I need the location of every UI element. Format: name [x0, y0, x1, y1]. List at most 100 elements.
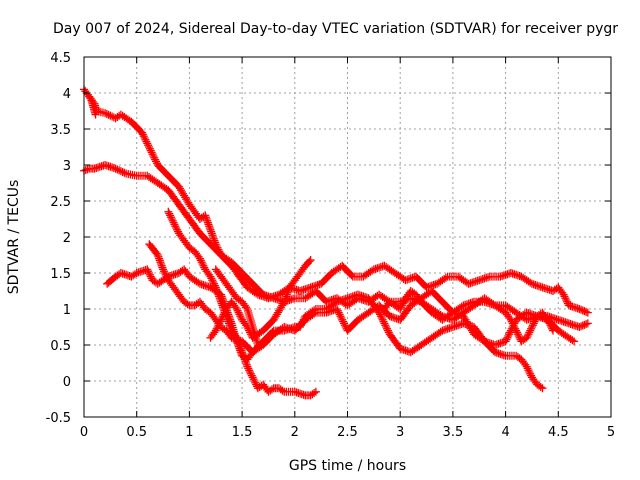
data-point: [215, 292, 224, 301]
data-point: [283, 288, 292, 297]
x-tick-label: 1: [185, 425, 193, 440]
data-point: [582, 307, 591, 316]
data-point: [310, 306, 319, 315]
data-point: [305, 257, 314, 266]
data-point: [246, 369, 255, 378]
data-point: [338, 315, 347, 324]
data-point: [582, 320, 591, 329]
x-tick-label: 0: [80, 425, 88, 440]
data-point: [210, 236, 219, 245]
data-point: [509, 321, 518, 330]
grid-layer: [83, 56, 612, 418]
data-point: [523, 332, 532, 340]
data-point: [528, 321, 537, 330]
data-point: [207, 274, 216, 283]
data-point: [157, 261, 166, 270]
data-point: [226, 323, 235, 331]
data-point: [310, 389, 319, 397]
data-point: [306, 256, 315, 265]
data-point: [331, 299, 340, 307]
data-point: [170, 220, 179, 229]
data-point: [104, 110, 113, 119]
data-point: [457, 302, 466, 311]
data-point: [339, 317, 348, 326]
data-point: [208, 231, 217, 240]
data-point: [284, 285, 293, 294]
data-point: [296, 321, 305, 330]
data-point: [206, 272, 215, 281]
marker-layer: [80, 85, 592, 400]
data-point: [239, 351, 248, 360]
y-tick-label: 3: [63, 159, 71, 174]
data-point: [549, 326, 558, 335]
data-point: [378, 315, 387, 324]
data-point: [376, 312, 385, 321]
data-point: [217, 314, 226, 322]
data-point: [138, 130, 147, 139]
data-point: [156, 258, 165, 267]
data-point: [280, 296, 289, 304]
data-point: [397, 301, 406, 310]
data-point: [209, 233, 218, 241]
series-track-2: [80, 161, 592, 331]
data-point: [505, 330, 514, 339]
x-tick-label: 2.5: [337, 425, 358, 440]
data-point: [157, 260, 166, 268]
x-tick-label: 3: [396, 425, 404, 440]
data-point: [155, 256, 164, 265]
data-point: [503, 333, 512, 342]
data-point: [232, 305, 241, 313]
data-point: [213, 288, 222, 297]
data-point: [213, 323, 222, 331]
data-point: [145, 144, 154, 153]
data-point: [194, 278, 203, 287]
data-point: [242, 359, 251, 367]
data-point: [280, 297, 289, 306]
y-axis-title: SDTVAR / TECUs: [6, 180, 22, 295]
data-point: [242, 303, 251, 312]
data-point: [91, 110, 100, 119]
data-point: [505, 328, 514, 337]
data-point: [201, 211, 210, 220]
data-point: [297, 319, 306, 328]
data-point: [523, 364, 532, 373]
data-point: [217, 315, 226, 324]
data-point: [198, 260, 207, 268]
data-point: [145, 270, 154, 279]
data-point: [81, 166, 90, 175]
data-point: [244, 364, 253, 373]
data-point: [217, 297, 226, 306]
data-point: [568, 336, 577, 345]
data-point: [525, 328, 534, 337]
data-point: [154, 252, 163, 261]
data-point: [526, 369, 535, 378]
y-tick-label: 1: [63, 303, 71, 318]
data-point: [513, 330, 522, 339]
data-point: [240, 353, 249, 362]
data-point: [375, 310, 384, 319]
data-point: [380, 319, 389, 328]
data-point: [580, 320, 589, 329]
tick-layer: 0 0.5 1 1.5 2 2.5 3 3.5 4 4.5 5 -0.5 0 0.5 1 1.5 2 2.5 3 3.…: [46, 51, 616, 440]
data-point: [548, 324, 557, 333]
data-point: [142, 137, 151, 146]
data-point: [212, 285, 221, 294]
data-point: [375, 308, 384, 317]
data-point: [563, 297, 572, 306]
data-point: [377, 314, 386, 322]
data-point: [115, 166, 124, 175]
data-point: [583, 319, 592, 328]
data-point: [155, 254, 164, 263]
data-point: [167, 215, 176, 223]
data-point: [397, 303, 406, 312]
data-point: [530, 317, 539, 326]
data-point: [196, 256, 205, 265]
data-point: [501, 337, 510, 346]
data-point: [246, 368, 255, 376]
data-point: [238, 350, 247, 358]
data-point: [235, 310, 244, 319]
data-point: [149, 152, 158, 160]
data-point: [524, 366, 533, 375]
data-point: [214, 290, 223, 299]
data-point: [268, 327, 277, 336]
